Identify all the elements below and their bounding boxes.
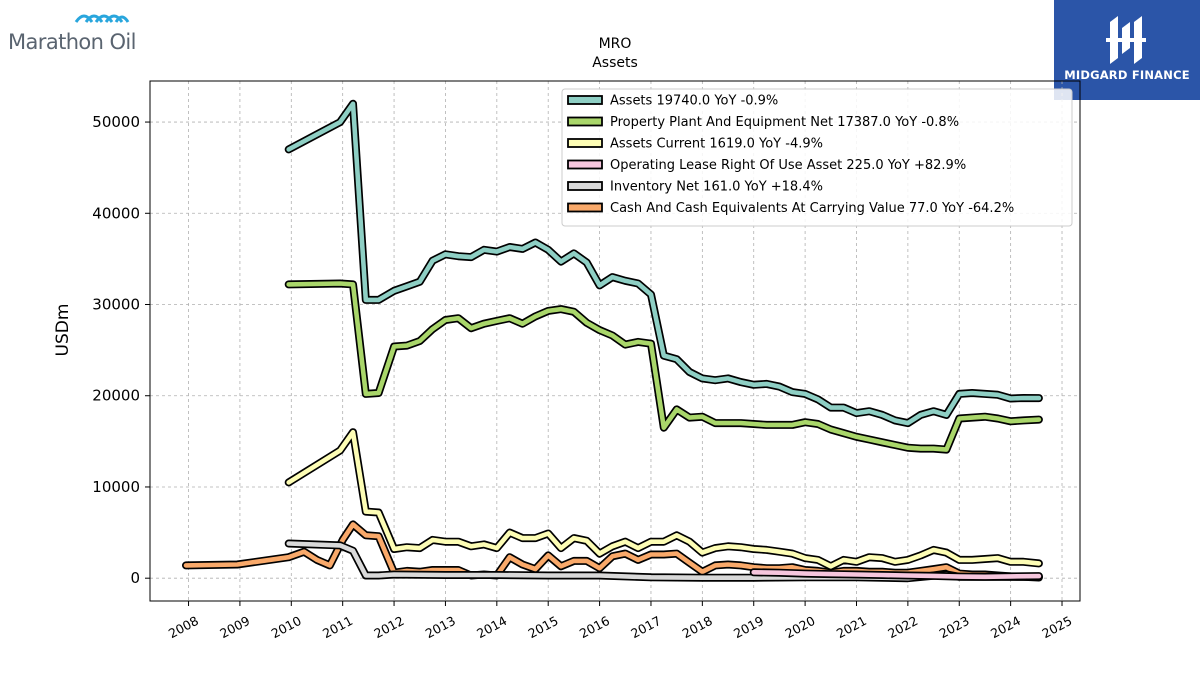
plot-frame	[149, 80, 1081, 602]
y-tick-label: 30000	[92, 296, 140, 314]
y-tick-label: 40000	[92, 204, 140, 222]
y-tick-label: 10000	[92, 478, 140, 496]
legend-swatch	[567, 95, 603, 105]
series-line-outline	[182, 520, 1043, 582]
y-tick-label: 0	[130, 569, 140, 587]
x-tick-label: 2019	[731, 613, 766, 641]
series-3	[284, 428, 1043, 571]
series-line	[286, 101, 1042, 426]
chart-legend: Assets 19740.0 YoY -0.9% Property Plant A…	[561, 88, 1073, 227]
x-tick-label: 2023	[937, 613, 972, 641]
legend-item: Cash And Cash Equivalents At Carrying Va…	[567, 201, 1014, 216]
legend-item: Operating Lease Right Of Use Asset 225.0…	[567, 158, 966, 173]
series-2	[284, 279, 1043, 454]
legend-label: Cash And Cash Equivalents At Carrying Va…	[610, 201, 1014, 216]
legend-box	[561, 88, 1073, 227]
wave-icon	[74, 14, 130, 23]
x-tick-label: 2008	[166, 613, 201, 641]
y-axis-label: USDm	[53, 304, 73, 357]
series-1	[284, 99, 1043, 428]
x-tick-label: 2020	[782, 613, 817, 641]
legend-swatch	[567, 159, 603, 170]
x-tick-label: 2018	[680, 613, 715, 641]
legend-label: Assets 19740.0 YoY -0.9%	[610, 94, 778, 109]
legend-item: Assets 19740.0 YoY -0.9%	[567, 94, 778, 109]
x-tick-label: 2015	[526, 613, 561, 641]
series-line	[286, 429, 1042, 569]
y-tick-label: 50000	[92, 113, 140, 131]
legend-label: Property Plant And Equipment Net 17387.0…	[610, 115, 959, 130]
x-tick-label: 2017	[628, 613, 663, 641]
x-tick-label: 2013	[423, 613, 458, 641]
chart-title: MRO	[599, 36, 632, 52]
x-tick-label: 2021	[834, 613, 869, 641]
legend-swatch	[567, 181, 603, 191]
marathon-oil-logo-text: Marathon Oil	[8, 30, 136, 54]
legend-swatch	[567, 116, 603, 127]
marathon-oil-logo: Marathon Oil	[6, 6, 156, 56]
legend-item: Inventory Net 161.0 YoY +18.4%	[567, 180, 823, 195]
series-line	[286, 281, 1042, 452]
y-tick-label: 20000	[92, 387, 140, 405]
series-4	[749, 568, 1043, 581]
midgard-mark-icon	[1106, 16, 1146, 64]
y-axis: 0 10000 20000 30000 40000 50000	[92, 113, 150, 587]
legend-swatch	[567, 138, 603, 148]
legend-item: Property Plant And Equipment Net 17387.0…	[567, 115, 959, 130]
legend-swatch	[567, 202, 603, 213]
legend-label: Operating Lease Right Of Use Asset 225.0…	[610, 158, 966, 173]
legend-label: Inventory Net 161.0 YoY +18.4%	[610, 180, 823, 195]
x-tick-label: 2024	[988, 613, 1023, 641]
x-tick-label: 2011	[320, 613, 355, 641]
x-tick-label: 2025	[1039, 613, 1074, 641]
x-tick-label: 2009	[217, 613, 252, 641]
series-line	[751, 570, 1042, 580]
x-tick-label: 2022	[885, 613, 920, 641]
x-axis: 2008 2009 2010 2011 2012 2013 2014 2015 2016 2017…	[166, 601, 1074, 641]
x-tick-label: 2014	[474, 613, 509, 641]
series-6	[182, 520, 1043, 582]
legend-label: Assets Current 1619.0 YoY -4.9%	[610, 137, 823, 152]
midgard-finance-logo-text: MIDGARD FINANCE	[1064, 68, 1190, 82]
midgard-finance-logo: MIDGARD FINANCE	[1054, 0, 1200, 100]
x-tick-label: 2016	[577, 613, 612, 641]
x-tick-label: 2010	[269, 613, 304, 641]
legend-item: Assets Current 1619.0 YoY -4.9%	[567, 137, 823, 152]
series-layer	[182, 99, 1043, 583]
x-tick-label: 2012	[371, 613, 406, 641]
chart-subtitle: Assets	[592, 55, 638, 71]
